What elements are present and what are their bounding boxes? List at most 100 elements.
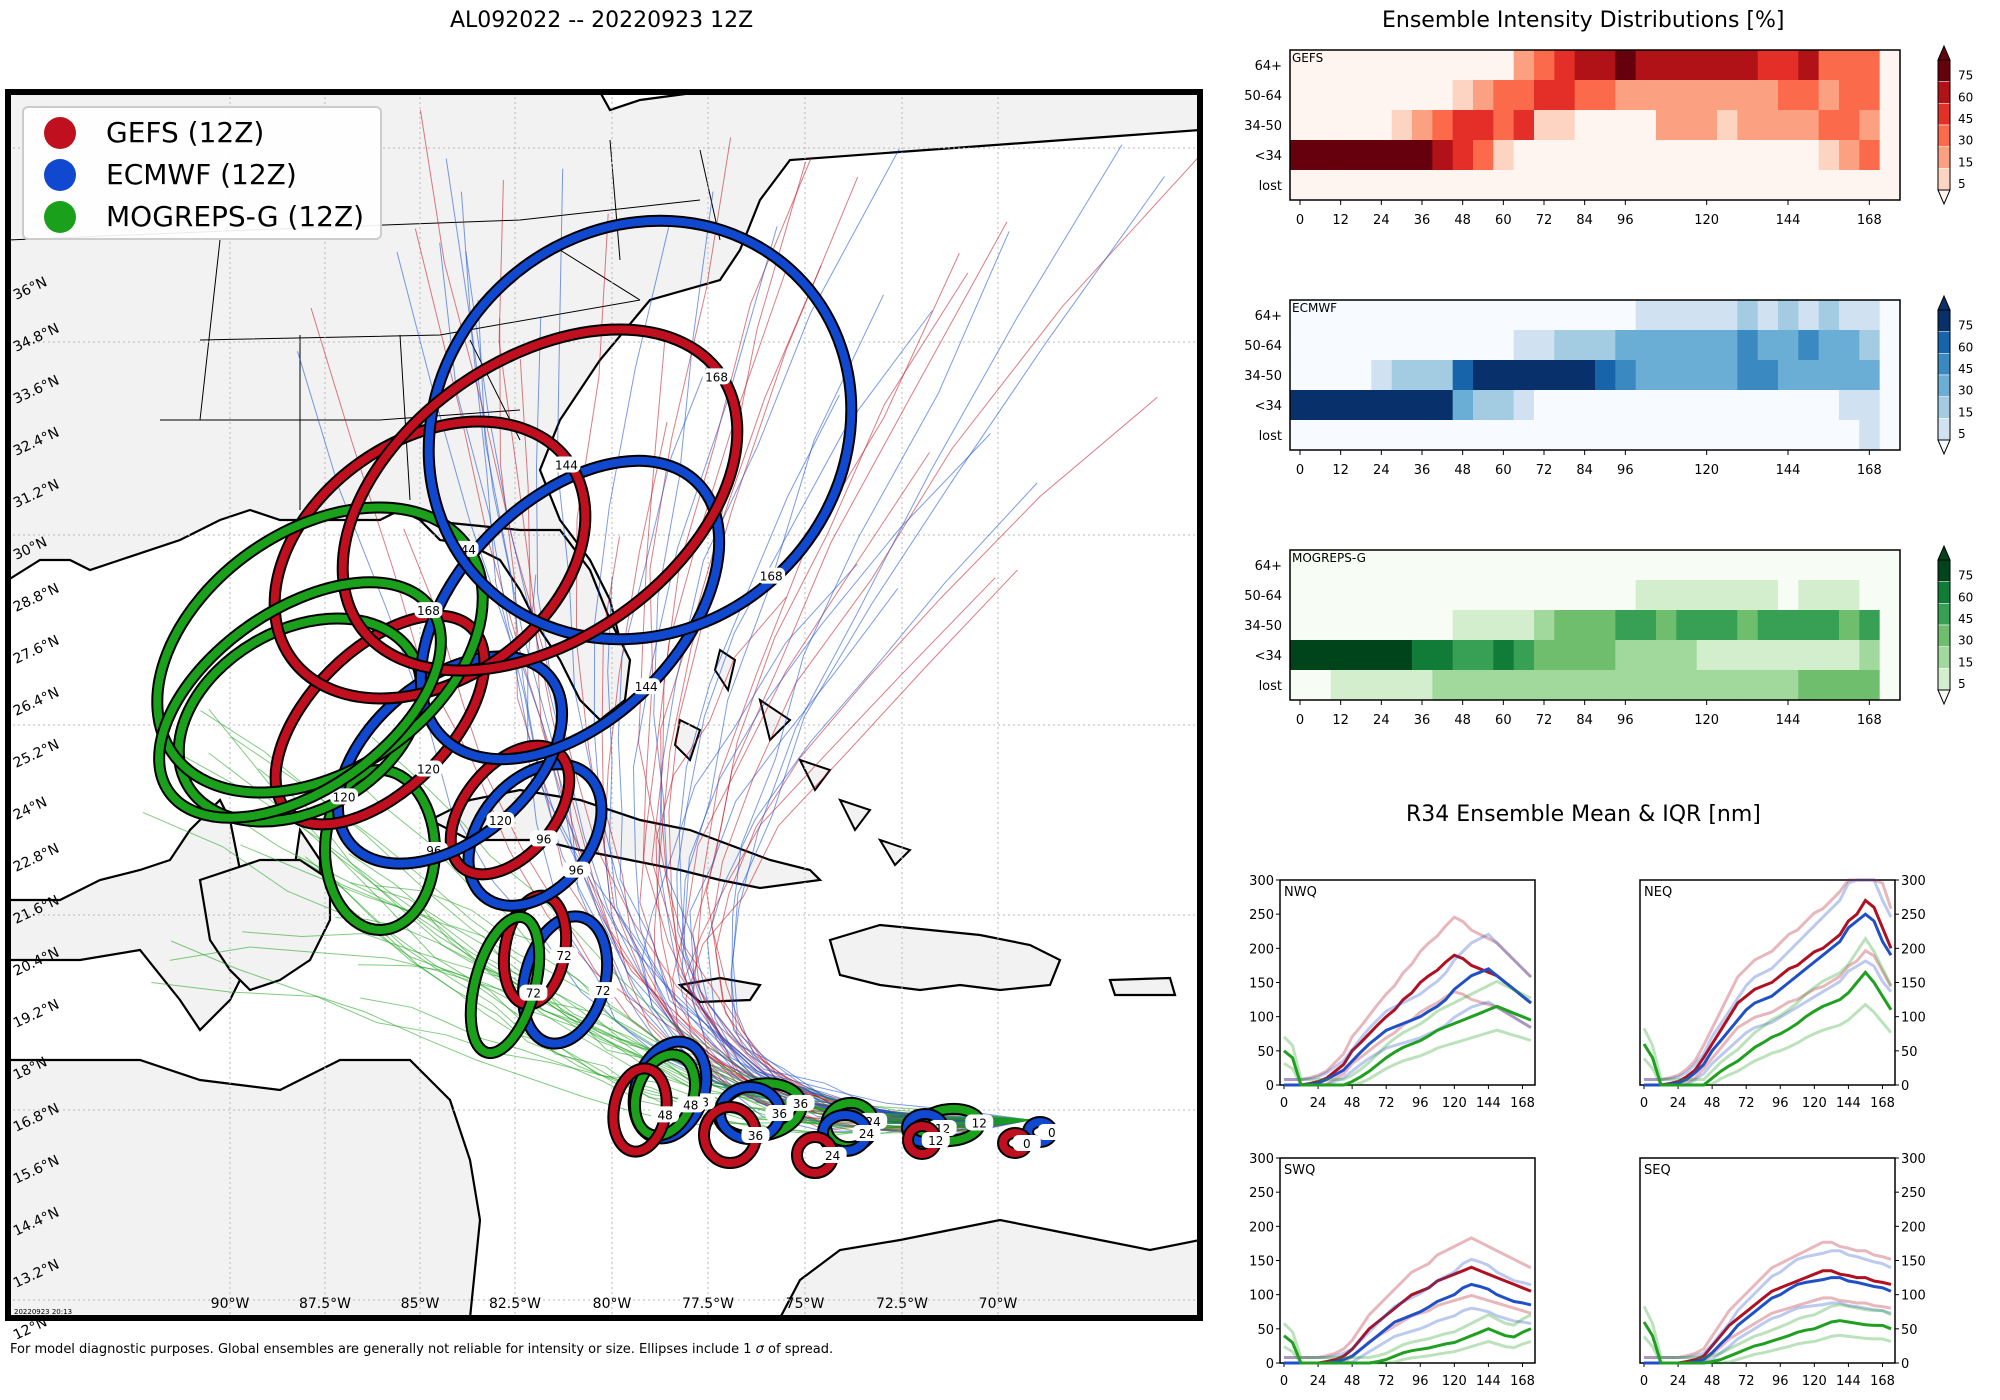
r34-charts[interactable]: NWQ 0 50 100 150 200 250 300 0 24 48 72 96 120 144 168 N… xyxy=(1210,860,2000,1400)
heatmap-cell xyxy=(1371,640,1393,670)
heatmap-cell xyxy=(1574,300,1596,330)
land-yucatan xyxy=(198,858,332,992)
heatmap-cell xyxy=(1473,110,1494,140)
ellipse-hour-label: 0 xyxy=(1023,1137,1031,1151)
heatmap-cell xyxy=(1595,110,1616,140)
heatmap-cell xyxy=(1737,50,1759,80)
heatmap-row-label: lost xyxy=(1259,429,1282,444)
heatmap-cell xyxy=(1574,170,1596,200)
ellipse-label-bg xyxy=(330,788,359,805)
heatmap-cell xyxy=(1757,580,1779,610)
heatmap-cell xyxy=(1595,300,1616,330)
heatmap-cell xyxy=(1859,170,1881,200)
intensity-heatmaps[interactable]: GEFS 64+ 50-64 34-50 <34 lost 0 12 24 36 48 60 72 84 9… xyxy=(1210,40,2000,780)
heatmap-cell xyxy=(1574,390,1596,420)
lon-label: 87.5°W xyxy=(299,1296,351,1312)
heatmap-cell xyxy=(1290,550,1311,580)
heatmap-cell xyxy=(1615,330,1637,360)
r34-mean-line xyxy=(1642,1319,1892,1365)
r34-y-tick-label: 150 xyxy=(1249,977,1274,992)
heatmap-cell xyxy=(1534,110,1555,140)
heatmap-cell xyxy=(1554,50,1576,80)
heatmap-cell xyxy=(1290,360,1311,390)
r34-x-tick-label: 120 xyxy=(1802,1374,1827,1389)
colorbar-tick-label: 15 xyxy=(1958,655,1973,669)
r34-y-tick-label: 50 xyxy=(1257,1045,1274,1060)
r34-x-tick-label: 0 xyxy=(1640,1096,1648,1111)
heatmap-cell xyxy=(1412,330,1433,360)
heatmap-cell xyxy=(1879,360,1901,390)
heatmap-cell xyxy=(1310,640,1332,670)
heatmap-cell xyxy=(1757,140,1779,170)
r34-x-tick-label: 120 xyxy=(1442,1096,1467,1111)
lon-label: 70°W xyxy=(979,1296,1018,1312)
longitude-labels: 90°W 87.5°W 85°W 82.5°W 80°W 77.5°W 75°W 72.5°W… xyxy=(211,1296,1018,1312)
footnote-text-a: For model diagnostic purposes. Global en… xyxy=(10,1342,756,1357)
r34-x-tick-label: 120 xyxy=(1802,1096,1827,1111)
heatmap-cell xyxy=(1493,640,1515,670)
heatmap-cell xyxy=(1839,550,1860,580)
r34-x-tick-label: 24 xyxy=(1670,1096,1687,1111)
colorbar-arrow-bottom xyxy=(1937,439,1951,456)
heatmap-cell xyxy=(1534,170,1555,200)
heatmap-cell xyxy=(1371,670,1393,700)
heatmap-cell xyxy=(1818,390,1840,420)
heatmap-cell xyxy=(1330,550,1352,580)
heatmap-x-tick-label: 0 xyxy=(1296,713,1304,728)
heatmap-cell xyxy=(1879,140,1901,170)
colorbar-tick-label: 5 xyxy=(1958,677,1966,691)
heatmap-cell xyxy=(1595,640,1616,670)
heatmap-cell xyxy=(1676,80,1698,110)
heatmap-cell xyxy=(1493,550,1515,580)
heatmap-cell xyxy=(1391,360,1413,390)
heatmap-cell xyxy=(1473,390,1494,420)
heatmap-cell xyxy=(1412,640,1433,670)
heatmap-cell xyxy=(1554,550,1576,580)
colorbar-arrow-top xyxy=(1937,544,1951,561)
ellipse-label-bg xyxy=(562,861,591,878)
heatmap-cell xyxy=(1432,360,1454,390)
heatmap-x-tick-label: 168 xyxy=(1857,713,1882,728)
heatmap-cell xyxy=(1717,580,1738,610)
r34-mean-line xyxy=(1642,969,1893,1087)
track-line xyxy=(231,736,1031,1133)
heatmap-cell xyxy=(1371,580,1393,610)
heatmap-cell xyxy=(1798,550,1820,580)
heatmap-cell xyxy=(1737,550,1759,580)
heatmap-cell xyxy=(1798,140,1820,170)
heatmap-row-label: <34 xyxy=(1255,649,1282,664)
heatmap-cell xyxy=(1412,670,1433,700)
heatmap-cell xyxy=(1656,80,1677,110)
ellipse-hour-label: 96 xyxy=(569,864,584,878)
heatmap-cell xyxy=(1818,640,1840,670)
heatmap-cell xyxy=(1696,140,1718,170)
land-puerto-rico xyxy=(1108,976,1177,997)
heatmap-cell xyxy=(1778,360,1799,390)
colorbar-frame xyxy=(1937,59,1951,191)
ellipse-hour-label: 0 xyxy=(1048,1126,1056,1140)
ellipse-label-bg xyxy=(588,982,617,999)
heatmap-x-tick-label: 0 xyxy=(1296,463,1304,478)
heatmap-cell xyxy=(1371,300,1393,330)
r34-x-tick-label: 168 xyxy=(1510,1374,1535,1389)
heatmap-cell xyxy=(1412,110,1433,140)
heatmap-cell xyxy=(1778,110,1799,140)
heatmap-cell xyxy=(1310,140,1332,170)
heatmap-cell xyxy=(1330,50,1352,80)
track-line xyxy=(460,191,1031,1121)
heatmap-cell xyxy=(1290,330,1311,360)
heatmap-cell xyxy=(1859,360,1881,390)
heatmap-cell xyxy=(1879,580,1901,610)
r34-frame xyxy=(1639,1157,1896,1364)
heatmap-cell xyxy=(1473,140,1494,170)
heatmap-x-tick-label: 120 xyxy=(1694,463,1719,478)
heatmap-cell xyxy=(1452,170,1474,200)
heatmap-cell xyxy=(1493,80,1515,110)
heatmap-cell xyxy=(1534,140,1555,170)
heatmap-cell xyxy=(1513,110,1535,140)
r34-y-tick-label: 150 xyxy=(1901,1255,1926,1270)
heatmap-cell xyxy=(1493,330,1515,360)
colorbar-tick-label: 75 xyxy=(1958,569,1973,583)
heatmap-model-label: MOGREPS-G xyxy=(1292,551,1366,565)
heatmap-cell xyxy=(1635,670,1657,700)
